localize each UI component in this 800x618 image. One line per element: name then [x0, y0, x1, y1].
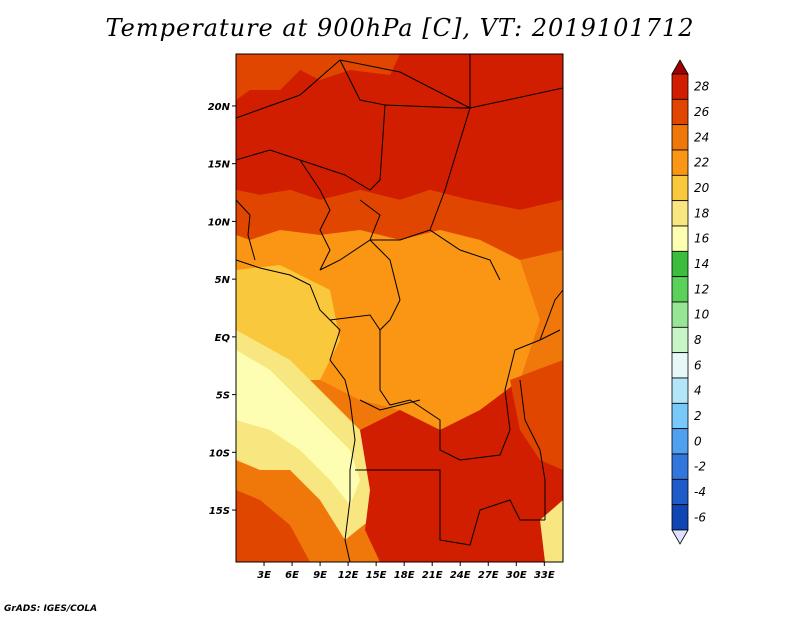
latitude-axis: 20N 15N 10N 5N EQ 5S 10S 15S	[208, 102, 236, 517]
colorbar-label: 0	[694, 434, 702, 448]
map-frame	[235, 53, 564, 563]
colorbar-max-arrow	[671, 59, 689, 75]
colorbar-swatch	[671, 402, 689, 430]
lon-tick-label: 21E	[422, 570, 443, 581]
colorbar-label: 22	[694, 156, 709, 170]
lat-tick-label: EQ	[215, 333, 231, 344]
colorbar-label: 2	[694, 409, 702, 423]
longitude-axis: 3E 6E 9E 12E 15E 18E 21E 24E 27E 30E 33E	[257, 562, 555, 581]
lon-tick-label: 24E	[450, 570, 471, 581]
colorbar-swatch	[671, 200, 689, 227]
lon-tick-label: 27E	[478, 570, 499, 581]
colorbar-swatch	[671, 326, 689, 354]
lat-tick-label: 20N	[208, 102, 231, 113]
lat-tick-label: 10N	[208, 217, 231, 228]
colorbar-label: 14	[694, 257, 709, 271]
lat-tick-label: 15S	[209, 506, 230, 517]
colorbar-label: -6	[694, 510, 706, 524]
colorbar-swatch	[671, 149, 689, 176]
credit-text: GrADS: IGES/COLA	[4, 604, 98, 614]
colorbar-label: -2	[694, 460, 706, 474]
colorbar-swatch	[671, 478, 689, 506]
colorbar-swatch	[671, 225, 689, 252]
colorbar-label: 10	[694, 308, 710, 322]
lon-tick-label: 18E	[394, 570, 415, 581]
colorbar-swatch	[671, 428, 689, 455]
colorbar-swatch	[671, 250, 689, 278]
lon-tick-label: 3E	[257, 570, 271, 581]
colorbar-swatch	[671, 377, 689, 404]
lon-tick-label: 15E	[366, 570, 387, 581]
lat-tick-label: 5S	[216, 391, 230, 402]
colorbar-swatch	[671, 73, 689, 100]
colorbar-swatch	[671, 124, 689, 151]
colorbar-swatch	[671, 352, 689, 379]
lat-tick-label: 15N	[208, 160, 231, 171]
lon-tick-label: 30E	[506, 570, 527, 581]
colorbar-label: 4	[694, 384, 702, 398]
lon-tick-label: 9E	[313, 570, 327, 581]
colorbar-swatch	[671, 98, 689, 126]
lon-tick-label: 6E	[285, 570, 299, 581]
temperature-field	[236, 54, 563, 562]
colorbar-label: 20	[694, 181, 710, 195]
colorbar-label: 28	[694, 80, 710, 94]
colorbar-label: -4	[694, 485, 706, 499]
lon-tick-label: 33E	[534, 570, 555, 581]
colorbar-swatch	[671, 301, 689, 328]
colorbar-label: 6	[694, 358, 702, 372]
figure-title: Temperature at 900hPa [C], VT: 201910171…	[105, 14, 695, 42]
lat-tick-label: 10S	[209, 448, 230, 459]
colorbar-label: 12	[694, 282, 709, 296]
colorbar-min-arrow	[671, 529, 689, 545]
colorbar-label: 24	[694, 130, 709, 144]
colorbar-swatch	[671, 174, 689, 202]
colorbar-label: 26	[694, 105, 710, 119]
colorbar-label: 8	[694, 333, 702, 347]
colorbar-swatch	[671, 453, 689, 480]
colorbar-swatch	[671, 276, 689, 303]
lon-tick-label: 12E	[338, 570, 359, 581]
colorbar-swatch	[671, 504, 689, 531]
lat-tick-label: 5N	[215, 275, 231, 286]
colorbar-label: 18	[694, 206, 710, 220]
colorbar-label: 16	[694, 232, 710, 246]
country-borders	[236, 54, 563, 562]
